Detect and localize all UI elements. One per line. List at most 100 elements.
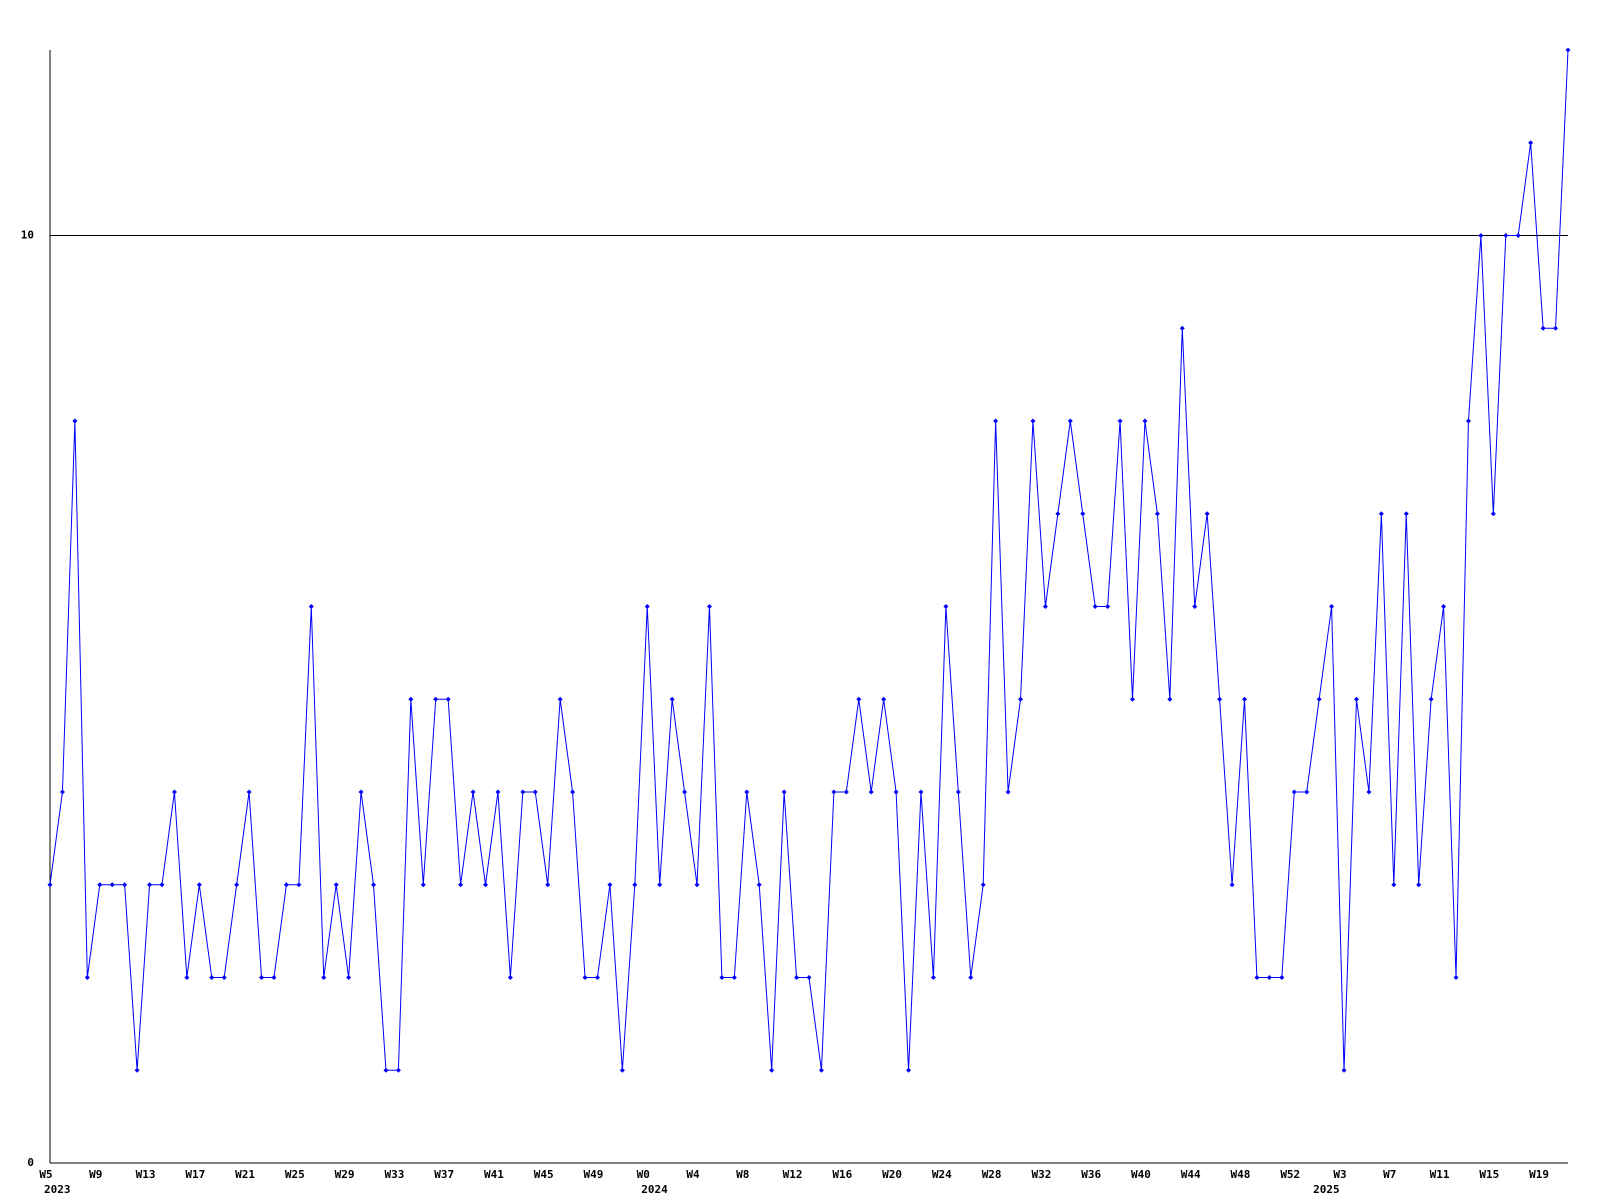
point — [843, 789, 849, 795]
point — [209, 975, 215, 980]
point — [1329, 604, 1335, 609]
point — [47, 882, 53, 888]
point — [246, 789, 252, 795]
point — [1142, 418, 1148, 424]
x-tick-label: W29 — [335, 1168, 355, 1181]
point — [1105, 604, 1111, 609]
year-label: 2024 — [641, 1183, 668, 1196]
point — [321, 975, 327, 980]
point — [147, 882, 153, 888]
point — [980, 882, 986, 888]
x-tick-label: W0 — [637, 1168, 650, 1181]
point — [196, 882, 202, 888]
point — [607, 882, 613, 888]
point — [433, 696, 439, 702]
x-tick-label: W15 — [1479, 1168, 1499, 1181]
x-tick-label: W4 — [686, 1168, 700, 1181]
x-tick-label: W48 — [1231, 1168, 1251, 1181]
x-tick-label: W16 — [832, 1168, 852, 1181]
x-tick-label: W28 — [982, 1168, 1002, 1181]
point — [1130, 696, 1136, 702]
point — [371, 882, 377, 888]
point — [918, 789, 924, 795]
point — [1254, 975, 1260, 980]
point — [1018, 696, 1024, 702]
point — [1291, 789, 1297, 795]
point — [1391, 882, 1397, 888]
point — [1540, 325, 1546, 331]
point — [1192, 604, 1198, 609]
x-tick-label: W13 — [136, 1168, 156, 1181]
x-tick-label: W9 — [89, 1168, 102, 1181]
y-tick-label: 10 — [21, 229, 34, 242]
point — [234, 882, 240, 888]
point — [1403, 511, 1409, 517]
x-tick-label: W19 — [1529, 1168, 1549, 1181]
point — [1528, 140, 1534, 146]
point — [893, 789, 899, 795]
x-tick-label: W37 — [434, 1168, 454, 1181]
point — [97, 882, 103, 888]
point — [1080, 511, 1086, 517]
x-tick-label: W12 — [783, 1168, 803, 1181]
x-tick-label: W5 — [39, 1168, 52, 1181]
point — [769, 1067, 775, 1073]
point — [731, 975, 737, 980]
point — [259, 975, 265, 980]
x-tick-label: W11 — [1430, 1168, 1450, 1181]
point — [1241, 696, 1247, 702]
point — [1167, 696, 1173, 702]
point — [794, 975, 800, 980]
point — [1067, 418, 1073, 424]
point — [159, 882, 165, 888]
point — [1117, 418, 1123, 424]
point — [1465, 418, 1471, 424]
point — [1204, 511, 1210, 517]
point — [1565, 47, 1571, 53]
point — [818, 1067, 824, 1073]
point — [694, 882, 700, 888]
point — [1366, 789, 1372, 795]
point — [1229, 882, 1235, 888]
x-tick-label: W8 — [736, 1168, 749, 1181]
point — [632, 882, 638, 888]
point — [1378, 511, 1384, 517]
point — [570, 789, 576, 795]
point — [943, 604, 949, 609]
point — [1030, 418, 1036, 424]
point — [993, 418, 999, 424]
point — [868, 789, 874, 795]
point — [831, 789, 837, 795]
point — [1304, 789, 1310, 795]
point — [395, 1067, 401, 1073]
point — [1217, 696, 1223, 702]
x-tick-label: W21 — [235, 1168, 255, 1181]
point — [756, 882, 762, 888]
point — [532, 789, 538, 795]
year-label: 2025 — [1313, 1183, 1340, 1196]
year-label: 2023 — [44, 1183, 71, 1196]
point — [582, 975, 588, 980]
point — [955, 789, 961, 795]
point — [719, 975, 725, 980]
point — [358, 789, 364, 795]
point — [171, 789, 177, 795]
point — [507, 975, 513, 980]
x-tick-label: W52 — [1280, 1168, 1300, 1181]
point — [1416, 882, 1422, 888]
point — [72, 418, 78, 424]
point — [283, 882, 289, 888]
point — [271, 975, 277, 980]
x-tick-label: W3 — [1333, 1168, 1346, 1181]
point — [470, 789, 476, 795]
point — [1179, 325, 1185, 331]
point — [308, 604, 314, 609]
point — [445, 696, 451, 702]
point — [221, 975, 227, 980]
point — [1341, 1067, 1347, 1073]
x-tick-label: W49 — [584, 1168, 604, 1181]
point — [881, 696, 887, 702]
point — [806, 975, 812, 980]
